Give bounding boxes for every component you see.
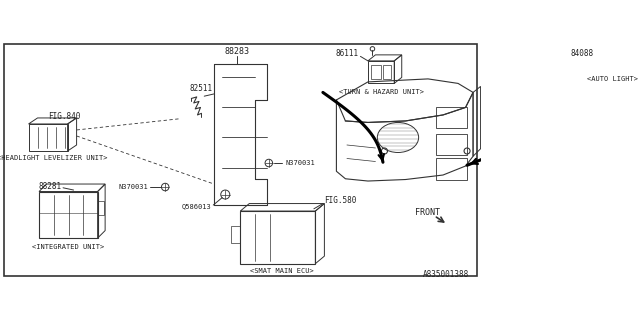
Text: N370031: N370031 [285, 160, 315, 166]
Bar [231, 226, 240, 243]
Text: 88281: 88281 [38, 182, 61, 191]
Bar [98, 201, 104, 215]
Bar [436, 134, 467, 155]
Text: <SMAT MAIN ECU>: <SMAT MAIN ECU> [250, 268, 314, 274]
Text: 88283: 88283 [224, 47, 249, 56]
Bar [383, 65, 391, 79]
Text: <AUTO LIGHT>: <AUTO LIGHT> [588, 76, 638, 82]
Text: Q586013: Q586013 [182, 204, 212, 210]
Text: 84088: 84088 [570, 49, 593, 58]
Text: N370031: N370031 [119, 184, 148, 190]
Text: <HEADLIGHT LEVELIZER UNIT>: <HEADLIGHT LEVELIZER UNIT> [0, 156, 108, 162]
Text: 82511: 82511 [189, 84, 213, 93]
Text: A835001388: A835001388 [423, 270, 469, 279]
Text: FRONT: FRONT [415, 208, 440, 217]
Text: FIG.840: FIG.840 [47, 112, 80, 121]
Bar [436, 158, 467, 180]
Text: <TURN & HAZARD UNIT>: <TURN & HAZARD UNIT> [339, 89, 424, 95]
Text: FIG.580: FIG.580 [324, 196, 356, 205]
Text: <INTEGRATED UNIT>: <INTEGRATED UNIT> [32, 244, 104, 250]
Bar [371, 65, 381, 79]
Bar [436, 108, 467, 128]
Text: 86111: 86111 [336, 49, 359, 58]
